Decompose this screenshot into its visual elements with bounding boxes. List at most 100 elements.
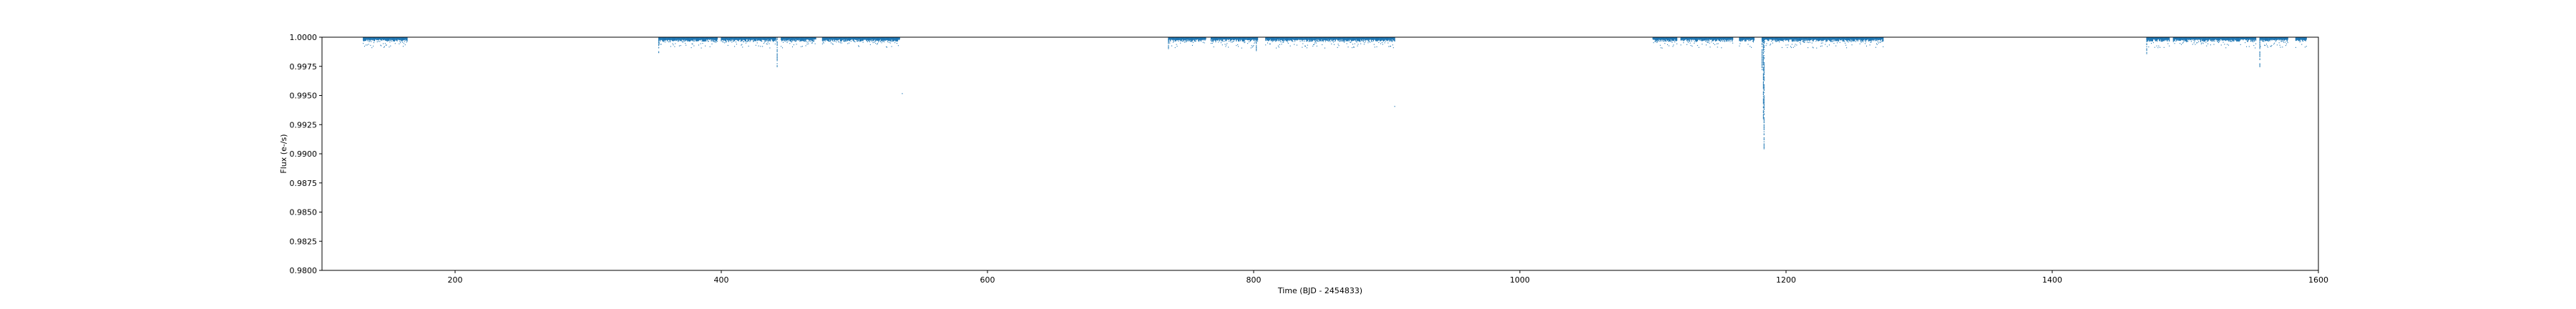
data-point xyxy=(665,37,667,41)
data-point xyxy=(1277,37,1279,40)
data-point xyxy=(1255,37,1257,40)
dip-point xyxy=(1763,38,1765,39)
data-point xyxy=(364,37,366,41)
data-point xyxy=(1235,37,1236,40)
data-point xyxy=(1201,37,1203,40)
data-point xyxy=(1247,37,1249,41)
data-point xyxy=(1226,43,1228,44)
data-point xyxy=(2187,37,2189,40)
data-point xyxy=(1866,37,1868,40)
dip-point xyxy=(776,50,778,52)
data-point xyxy=(1272,37,1274,41)
dip-point xyxy=(1763,118,1765,119)
data-point xyxy=(879,41,881,42)
data-point xyxy=(1322,37,1324,41)
data-point xyxy=(658,37,660,40)
dip-point xyxy=(1763,58,1765,59)
data-point xyxy=(1713,37,1714,41)
dip-point xyxy=(1763,134,1765,135)
data-point xyxy=(2218,37,2220,40)
data-point xyxy=(1321,37,1322,40)
data-point xyxy=(1810,37,1812,41)
data-point xyxy=(1732,42,1734,44)
data-point xyxy=(1724,37,1726,41)
data-point xyxy=(1707,37,1708,41)
dip-point xyxy=(1168,40,1169,41)
data-point xyxy=(1751,46,1752,48)
data-point xyxy=(1250,47,1252,49)
data-point xyxy=(884,37,886,41)
data-point xyxy=(808,37,809,40)
dip-point xyxy=(1763,114,1765,115)
data-point xyxy=(2200,37,2201,41)
data-point xyxy=(1654,37,1656,41)
data-point xyxy=(1657,37,1659,41)
data-point xyxy=(2183,37,2185,40)
data-point xyxy=(786,37,787,41)
data-point xyxy=(1770,37,1772,40)
data-point xyxy=(702,37,703,41)
data-point xyxy=(1319,37,1321,41)
dip-point xyxy=(1763,37,1765,39)
data-point xyxy=(394,43,396,44)
data-point xyxy=(862,37,863,41)
data-point xyxy=(399,37,401,41)
data-point xyxy=(1241,47,1242,49)
data-point xyxy=(364,37,366,41)
data-point xyxy=(2166,37,2167,40)
data-point xyxy=(1350,37,1352,41)
data-point xyxy=(1800,37,1802,41)
data-point xyxy=(1211,37,1213,41)
data-point xyxy=(1228,37,1229,41)
dip-point xyxy=(1762,67,1764,69)
data-point xyxy=(1289,37,1290,41)
dip-point xyxy=(776,44,778,45)
dip-point xyxy=(658,44,660,45)
data-point xyxy=(2248,37,2249,41)
data-point xyxy=(1818,37,1820,41)
data-point xyxy=(1186,37,1188,41)
dip-point xyxy=(1168,43,1169,44)
data-point xyxy=(1307,37,1309,40)
data-point xyxy=(841,37,842,41)
data-point xyxy=(2147,37,2149,41)
data-point xyxy=(821,37,823,41)
data-point xyxy=(2158,37,2160,40)
data-point xyxy=(1304,37,1306,40)
data-point xyxy=(1313,37,1314,40)
data-point xyxy=(2243,37,2245,40)
data-point xyxy=(1767,37,1769,41)
data-point xyxy=(2220,37,2222,40)
data-point xyxy=(1279,37,1281,41)
data-point xyxy=(2283,41,2285,43)
data-point xyxy=(1769,37,1770,40)
data-point xyxy=(739,37,741,40)
data-point xyxy=(2223,41,2224,43)
data-point xyxy=(404,37,406,40)
data-point xyxy=(1176,44,1177,45)
data-point xyxy=(1211,37,1213,40)
data-point xyxy=(689,37,691,41)
data-point xyxy=(2200,37,2202,40)
data-point xyxy=(1718,37,1719,41)
data-point xyxy=(1765,45,1767,46)
data-point xyxy=(2214,37,2215,41)
data-point xyxy=(848,37,849,41)
data-point xyxy=(1834,37,1835,40)
data-point xyxy=(879,37,880,41)
data-point xyxy=(1876,44,1878,45)
data-point xyxy=(1703,37,1704,41)
dip-point xyxy=(1256,39,1257,40)
data-point xyxy=(685,43,686,44)
data-point xyxy=(693,37,695,40)
data-point xyxy=(1221,44,1223,46)
data-point xyxy=(790,37,791,41)
dip-point xyxy=(776,49,778,50)
data-point xyxy=(2152,37,2154,41)
data-point xyxy=(1299,37,1300,40)
data-point xyxy=(400,42,401,44)
data-point xyxy=(1799,37,1800,41)
data-point xyxy=(1194,37,1195,41)
data-point xyxy=(660,37,662,40)
data-point xyxy=(1335,37,1336,41)
